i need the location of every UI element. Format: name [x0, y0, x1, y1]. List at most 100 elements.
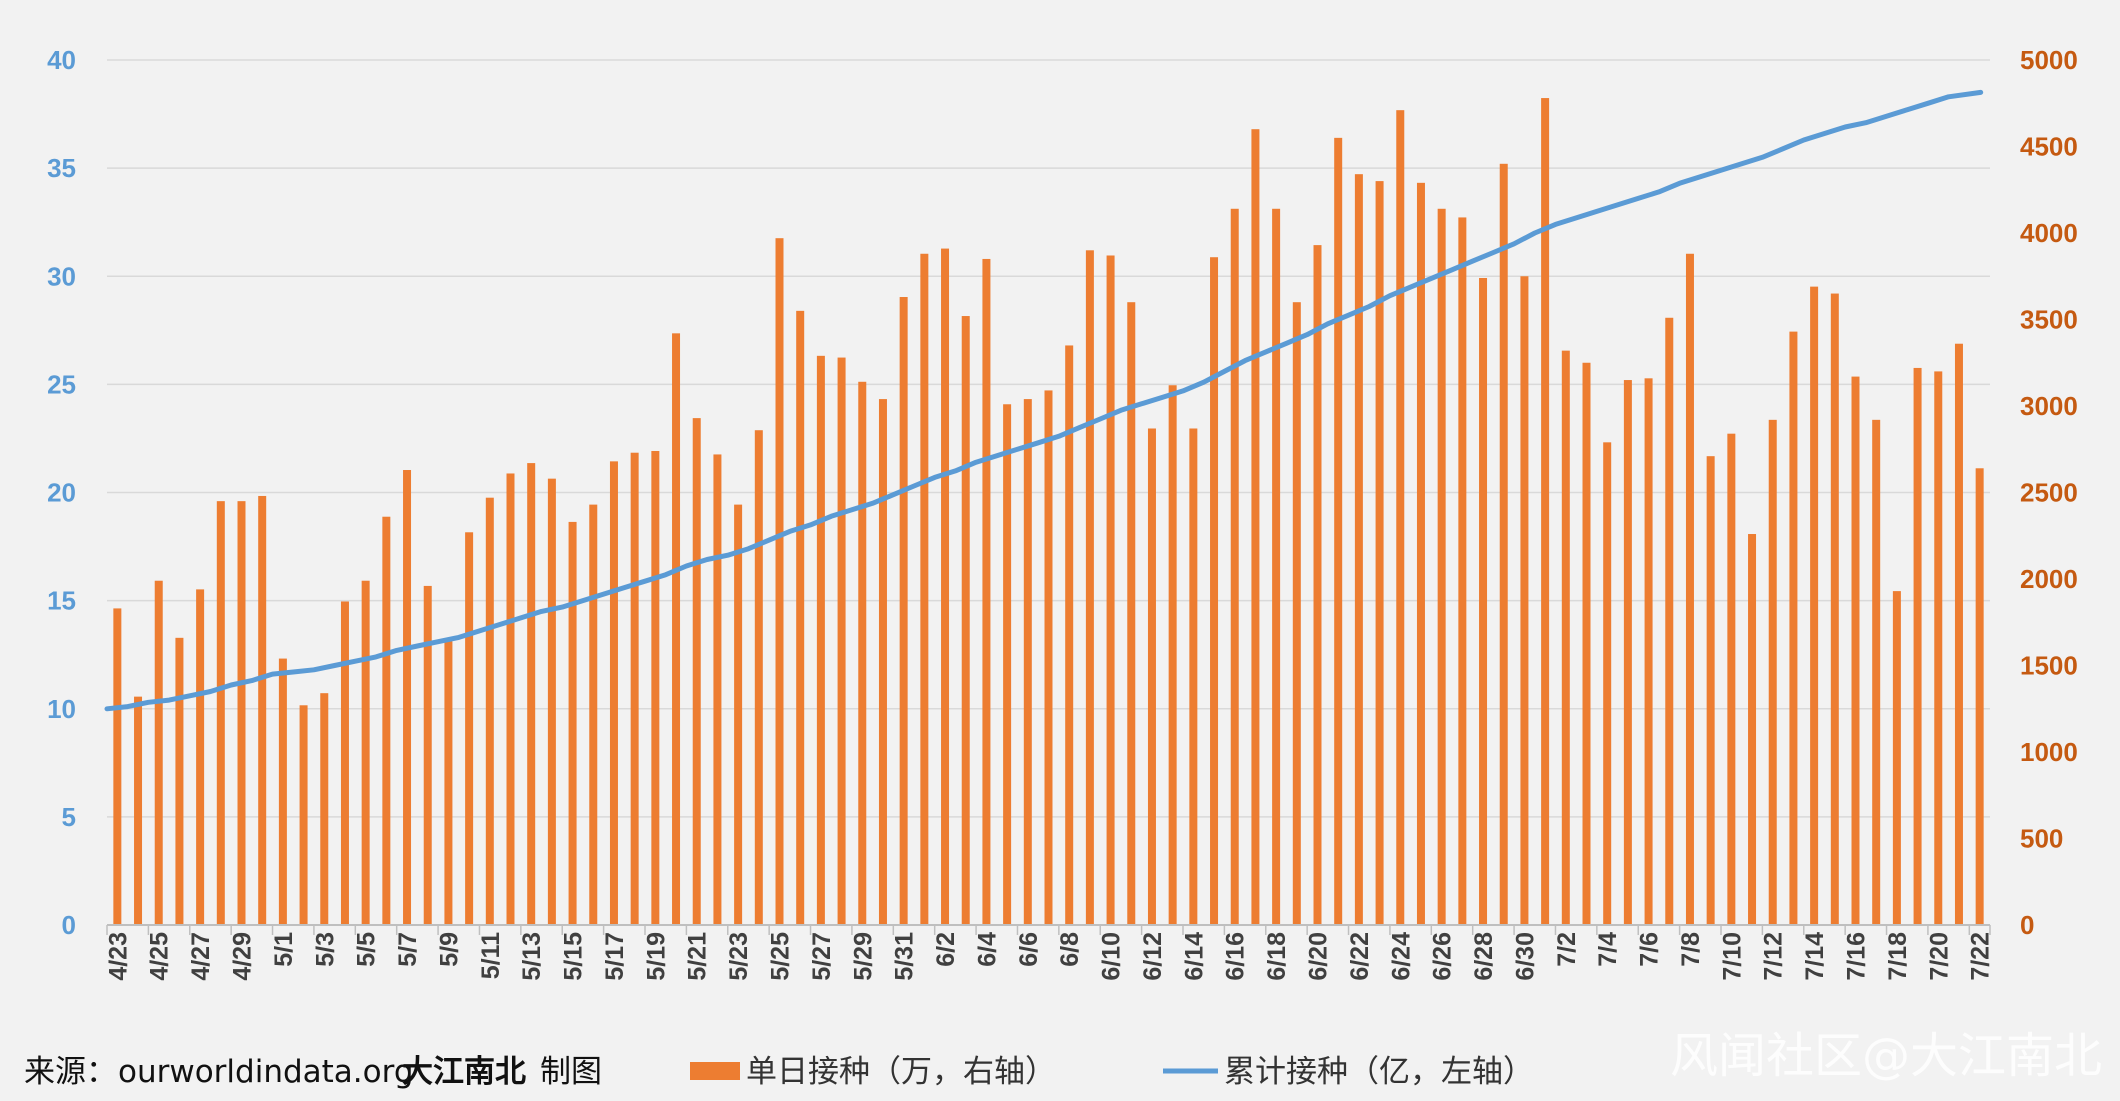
legend-bar-label: 单日接种（万，右轴） — [746, 1054, 1056, 1090]
x-axis-tick-label: 5/11 — [477, 932, 505, 979]
left-axis-tick-label: 15 — [47, 586, 76, 616]
daily-bar — [527, 463, 536, 925]
daily-bar — [1665, 317, 1674, 925]
left-axis-tick-label: 35 — [47, 153, 76, 183]
x-axis-tick-label: 7/18 — [1884, 932, 1912, 981]
x-axis-tick-label: 6/26 — [1429, 932, 1457, 981]
x-axis-tick-label: 7/8 — [1677, 932, 1705, 967]
daily-bar — [1789, 331, 1798, 925]
daily-bar — [1396, 110, 1405, 926]
daily-bar — [216, 501, 225, 925]
legend-bar-swatch — [690, 1062, 740, 1080]
daily-bar — [506, 473, 515, 925]
daily-bar — [1085, 250, 1094, 926]
left-axis-tick-label: 0 — [62, 910, 76, 940]
daily-bar — [237, 501, 246, 925]
x-axis-tick-label: 5/25 — [767, 932, 795, 981]
watermark: 风闻社区@大江南北 — [1670, 1028, 2102, 1084]
x-axis-tick-label: 5/1 — [270, 932, 298, 967]
right-axis-tick-label: 2000 — [2020, 564, 2078, 594]
daily-bar — [320, 693, 329, 925]
daily-bar — [1416, 182, 1425, 925]
daily-bar — [1934, 371, 1943, 925]
daily-bar — [1913, 367, 1922, 925]
author-suffix: 制图 — [540, 1054, 602, 1090]
daily-bar — [630, 452, 639, 925]
x-axis-tick-label: 7/10 — [1718, 932, 1746, 981]
right-axis-tick-label: 4500 — [2020, 132, 2078, 162]
daily-bar — [547, 478, 556, 925]
daily-bar — [1375, 181, 1384, 926]
daily-bar — [609, 461, 618, 925]
daily-bar — [1272, 208, 1281, 925]
daily-bar — [899, 297, 908, 925]
right-axis-tick-label: 4000 — [2020, 218, 2078, 248]
daily-bar — [1520, 276, 1529, 925]
x-axis-tick-label: 6/22 — [1346, 932, 1374, 981]
daily-bar — [754, 430, 763, 925]
right-axis-tick-label: 3500 — [2020, 305, 2078, 335]
daily-bar — [485, 497, 494, 925]
daily-bar — [1727, 433, 1736, 925]
daily-bar — [816, 355, 825, 926]
daily-bar — [1065, 345, 1074, 925]
daily-bar — [175, 637, 184, 925]
daily-bar — [423, 585, 432, 925]
daily-bar — [361, 580, 370, 925]
daily-bar — [1334, 137, 1343, 926]
x-axis-tick-label: 5/13 — [518, 932, 546, 981]
cumulative-line-group — [104, 89, 1984, 712]
right-axis-tick-label: 0 — [2020, 910, 2034, 940]
left-axis-tick-label: 25 — [47, 369, 76, 399]
x-axis-tick-label: 7/20 — [1925, 932, 1953, 981]
daily-bar — [1189, 428, 1198, 925]
daily-bar — [1768, 419, 1777, 925]
daily-bars — [113, 98, 1984, 926]
legend-line-label: 累计接种（亿，左轴） — [1224, 1054, 1534, 1090]
x-axis-tick-label: 5/3 — [311, 932, 339, 967]
daily-bar — [1127, 302, 1136, 925]
x-axis-tick-label: 5/17 — [601, 932, 629, 981]
left-axis-tick-label: 40 — [47, 45, 76, 75]
x-axis-tick-label: 6/24 — [1387, 932, 1415, 981]
daily-bar — [1810, 286, 1819, 925]
right-axis-tick-label: 1000 — [2020, 737, 2078, 767]
daily-bar — [961, 316, 970, 925]
right-axis-tick-label: 2500 — [2020, 478, 2078, 508]
daily-bar — [1023, 399, 1032, 926]
daily-bar — [299, 705, 308, 925]
x-axis-tick-label: 6/2 — [932, 932, 960, 967]
x-axis-tick-label: 7/16 — [1843, 932, 1871, 981]
daily-bar — [1748, 534, 1757, 925]
daily-bar — [113, 608, 122, 925]
daily-bar — [1706, 456, 1715, 925]
daily-bar — [982, 258, 991, 925]
daily-bar — [1623, 380, 1632, 925]
source-url: ourworldindata.org — [118, 1054, 414, 1090]
x-axis-tick-label: 4/25 — [146, 932, 174, 981]
x-axis-tick-label: 5/23 — [725, 932, 753, 981]
x-axis-tick-label: 6/8 — [1056, 932, 1084, 967]
daily-bar — [1106, 255, 1115, 926]
daily-bar — [878, 399, 887, 926]
daily-bar — [1044, 390, 1053, 925]
daily-bar — [1541, 98, 1550, 925]
x-axis-tick-label: 4/23 — [104, 932, 132, 981]
daily-bar — [1685, 253, 1694, 925]
daily-bar — [858, 381, 867, 925]
x-axis-tick-label: 6/12 — [1139, 932, 1167, 981]
x-axis-tick-label: 4/27 — [187, 932, 215, 981]
daily-bar — [692, 418, 701, 925]
daily-bar — [1292, 302, 1301, 925]
x-axis-tick-label: 6/20 — [1305, 932, 1333, 981]
source-label: 来源： — [24, 1054, 117, 1090]
daily-bar — [1975, 468, 1984, 925]
daily-bar — [775, 238, 784, 925]
x-axis-tick-label: 7/4 — [1594, 932, 1622, 967]
x-axis-tick-label: 5/15 — [560, 932, 588, 981]
daily-bar — [1479, 277, 1488, 926]
daily-bar — [444, 641, 453, 925]
footer: 来源： ourworldindata.org 大江南北 制图 单日接种（万，右轴… — [24, 1028, 2102, 1090]
